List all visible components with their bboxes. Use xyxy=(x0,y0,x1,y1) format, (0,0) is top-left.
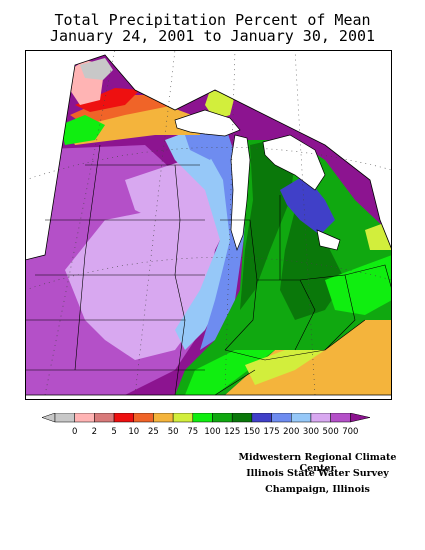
legend-tick-label: 2 xyxy=(92,427,97,437)
legend-tick-label: 500 xyxy=(323,427,339,437)
credit-line2: Illinois State Water Survey xyxy=(246,468,389,479)
legend-tick-label: 0 xyxy=(72,427,77,437)
map-title-line2: January 24, 2001 to January 30, 2001 xyxy=(49,27,376,45)
legend-swatch xyxy=(271,413,292,423)
legend-tick-label: 50 xyxy=(168,427,179,437)
legend-tick-label: 10 xyxy=(128,427,139,437)
legend-swatch xyxy=(330,413,351,423)
legend-tick-label: 150 xyxy=(244,427,260,437)
legend-swatch xyxy=(113,413,134,423)
graticule-lines xyxy=(25,50,392,396)
legend-swatch xyxy=(54,413,75,423)
legend-swatch xyxy=(133,413,154,423)
credit-line1: Midwestern Regional Climate Center xyxy=(238,452,397,474)
legend-swatch xyxy=(212,413,233,423)
legend-tick-label: 25 xyxy=(148,427,159,437)
precipitation-map xyxy=(25,50,392,400)
legend-tick-label: 125 xyxy=(224,427,240,437)
great-lakes xyxy=(174,109,341,252)
legend-swatch xyxy=(231,413,253,423)
legend-tick-label: 200 xyxy=(283,427,299,437)
legend-arrow-high xyxy=(350,413,371,423)
legend-swatch xyxy=(291,413,312,423)
credit-line3: Champaign, Illinois xyxy=(265,484,370,495)
legend-swatch xyxy=(172,413,194,423)
legend-arrow-low xyxy=(41,413,56,423)
legend-swatch xyxy=(192,413,213,423)
map-title-line1: Total Precipitation Percent of Mean xyxy=(54,11,371,29)
legend-tick-label: 75 xyxy=(187,427,198,437)
map-frame xyxy=(25,50,392,400)
legend-swatch xyxy=(94,413,115,423)
map-domain-border xyxy=(25,54,392,396)
legend-tick-label: 100 xyxy=(204,427,220,437)
legend-tick-label: 5 xyxy=(111,427,116,437)
legend-swatch xyxy=(310,413,331,423)
legend-swatch xyxy=(153,413,174,423)
legend-tick-label: 700 xyxy=(342,427,358,437)
color-legend: 0 2 5 10 25 50 75 100 125 150 175 200 300 500 700 xyxy=(41,413,371,437)
legend-swatch xyxy=(251,413,272,423)
legend-tick-label: 175 xyxy=(263,427,279,437)
state-boundaries xyxy=(25,144,392,396)
legend-tick-label: 300 xyxy=(303,427,319,437)
legend-swatch xyxy=(74,413,95,423)
